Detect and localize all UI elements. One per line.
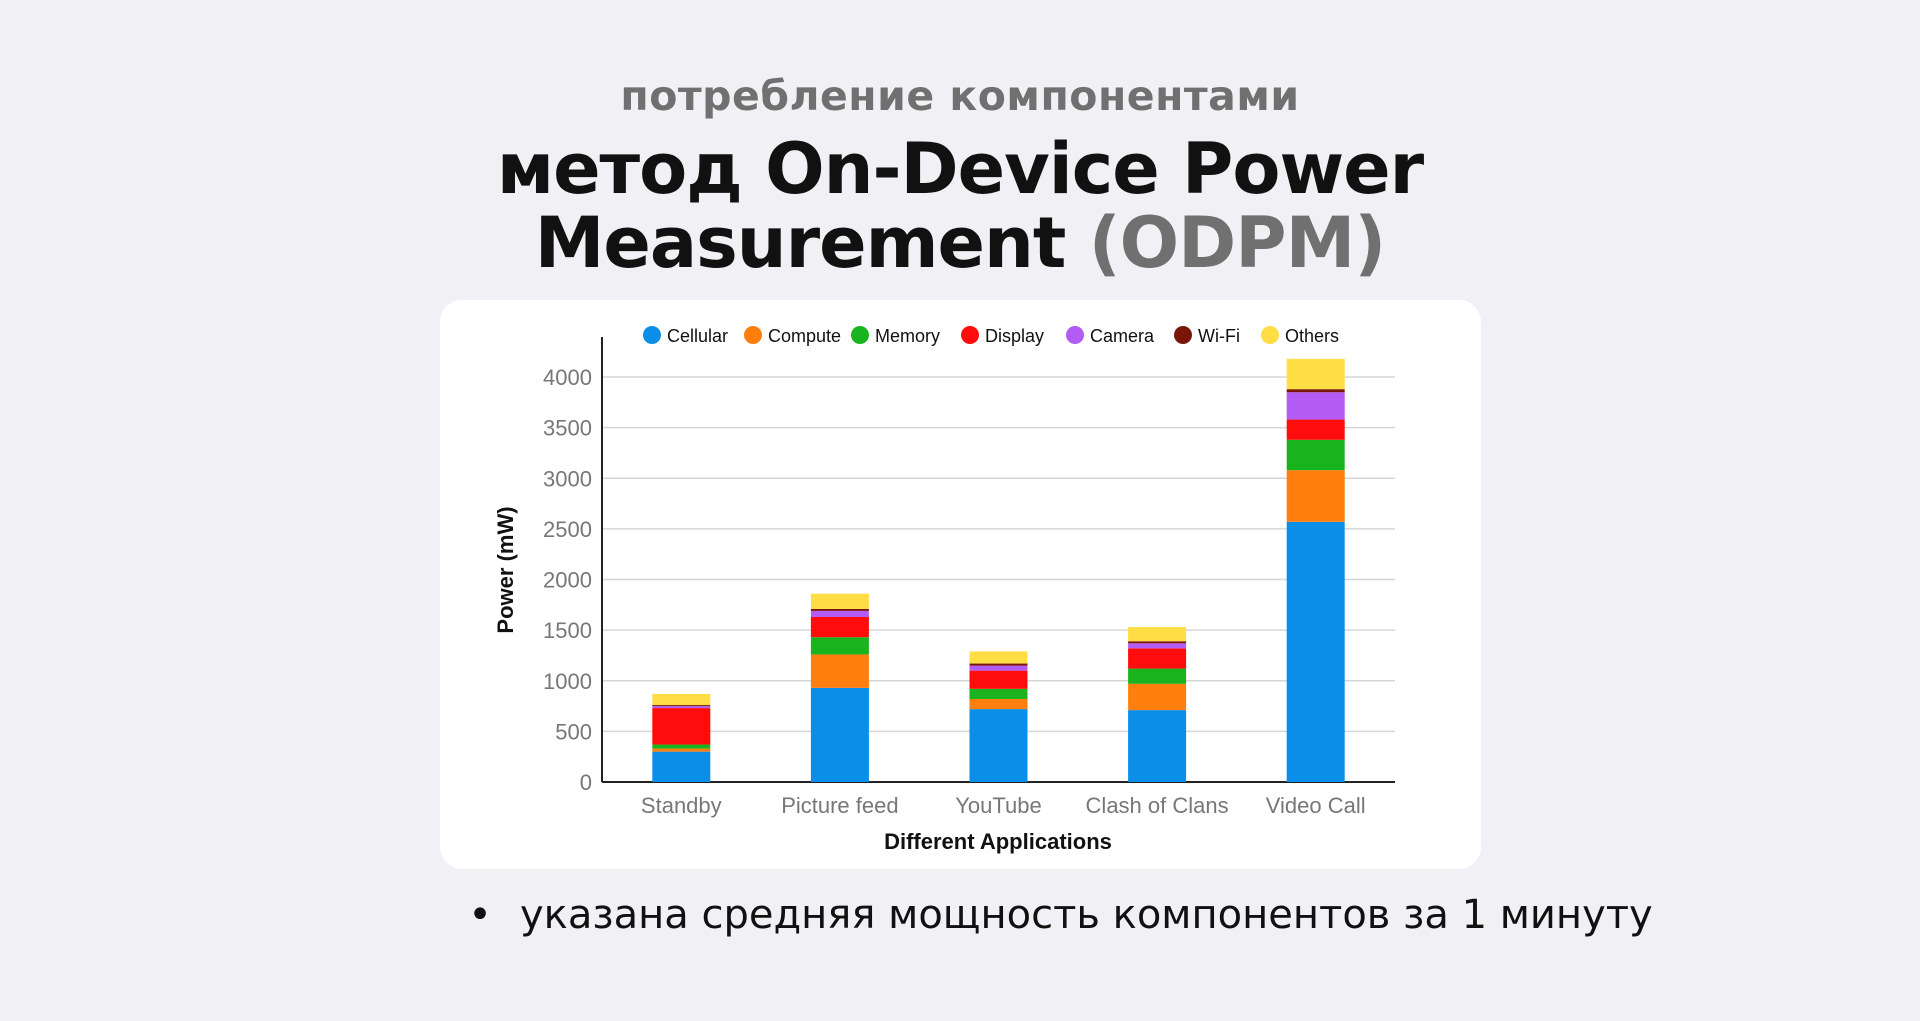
bullet-point: • (468, 892, 492, 938)
bar-segment-others (1286, 358, 1345, 390)
bar-segment-camera (810, 610, 869, 617)
bar-segment-display (969, 670, 1028, 689)
x-tick-label: YouTube (955, 793, 1041, 818)
legend-swatch (961, 326, 979, 344)
bar-segment-cellular (1286, 521, 1345, 782)
legend-swatch (1066, 326, 1084, 344)
title-acronym: (ODPM) (1088, 202, 1387, 284)
legend-label: Camera (1090, 326, 1155, 346)
x-tick-label: Video Call (1266, 793, 1366, 818)
title-line-1: метод On-Device Power (496, 128, 1424, 210)
bar-segment-compute (969, 698, 1028, 710)
title-line-2: Measurement (ODPM) (0, 206, 1920, 280)
bar-segment-camera (652, 706, 711, 709)
bar-segment-wi-fi (810, 608, 869, 611)
legend-label: Wi-Fi (1198, 326, 1240, 346)
bar-segment-wi-fi (652, 705, 711, 707)
y-tick-label: 500 (555, 719, 592, 744)
bar-segment-camera (1286, 392, 1345, 420)
x-axis-title: Different Applications (884, 829, 1112, 854)
bar-segment-cellular (652, 751, 711, 782)
bar-segment-others (810, 593, 869, 609)
legend-swatch (1174, 326, 1192, 344)
bar-segment-cellular (969, 709, 1028, 782)
bar-segment-memory (969, 688, 1028, 699)
bar-segment-others (1128, 627, 1187, 642)
legend-swatch (643, 326, 661, 344)
bar-segment-memory (652, 744, 711, 749)
y-tick-label: 3000 (543, 466, 592, 491)
y-tick-label: 1500 (543, 618, 592, 643)
y-tick-label: 2500 (543, 517, 592, 542)
y-tick-label: 3500 (543, 416, 592, 441)
y-tick-label: 1000 (543, 669, 592, 694)
legend-swatch (851, 326, 869, 344)
bar-segment-wi-fi (969, 663, 1028, 666)
stacked-bar-chart: 0 500 1000 1500 2000 2500 3000 3500 4000 Standby P… (493, 326, 1395, 854)
footnote: • указана средняя мощность компонентов за… (460, 892, 1653, 938)
legend-swatch (1261, 326, 1279, 344)
y-tick-label: 0 (580, 770, 592, 795)
bar-segment-wi-fi (1286, 389, 1345, 393)
legend-swatch (744, 326, 762, 344)
bar-segment-cellular (810, 687, 869, 782)
chart-card: 0 500 1000 1500 2000 2500 3000 3500 4000 Standby P… (440, 300, 1481, 869)
bar-segment-cellular (1128, 710, 1187, 782)
legend-label: Display (985, 326, 1044, 346)
legend-label: Memory (875, 326, 940, 346)
footnote-text: указана средняя мощность компонентов за … (520, 892, 1653, 938)
bar-segment-display (652, 708, 711, 745)
bar-segment-compute (652, 748, 711, 752)
y-tick-label: 2000 (543, 568, 592, 593)
bar-segment-camera (1128, 643, 1187, 649)
bar-segment-memory (1128, 668, 1187, 684)
legend-label: Others (1285, 326, 1339, 346)
bar-segment-compute (1128, 683, 1187, 711)
bar-segment-display (1286, 419, 1345, 440)
title-line-2-main: Measurement (534, 202, 1067, 284)
bar-segment-compute (1286, 470, 1345, 522)
bar-segment-display (810, 616, 869, 638)
bar-segment-memory (1286, 439, 1345, 471)
bar-segment-compute (810, 654, 869, 688)
bar-segment-others (969, 651, 1028, 664)
bar-segment-wi-fi (1128, 641, 1187, 644)
slide-title: метод On-Device Power Measurement (ODPM) (0, 132, 1920, 280)
y-axis-title: Power (mW) (493, 506, 518, 633)
bar-segment-memory (810, 637, 869, 655)
bar-segment-others (652, 693, 711, 706)
slide-kicker: потребление компонентами (620, 72, 1300, 120)
x-tick-label: Standby (641, 793, 722, 818)
x-tick-label: Clash of Clans (1086, 793, 1229, 818)
legend-label: Cellular (667, 326, 728, 346)
bar-segment-camera (969, 665, 1028, 671)
bar-segment-display (1128, 648, 1187, 669)
legend-label: Compute (768, 326, 841, 346)
x-tick-label: Picture feed (781, 793, 898, 818)
y-tick-label: 4000 (543, 365, 592, 390)
